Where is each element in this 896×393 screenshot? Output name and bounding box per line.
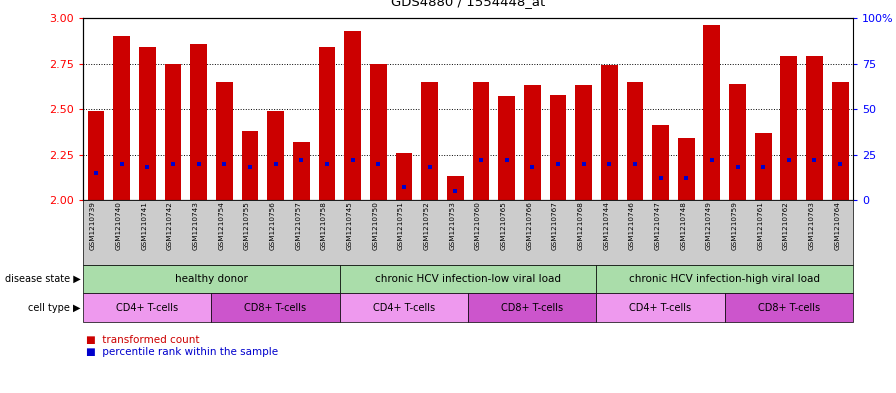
Text: GSM1210762: GSM1210762 — [783, 202, 788, 250]
Text: GSM1210744: GSM1210744 — [603, 202, 609, 250]
Text: GDS4880 / 1554448_at: GDS4880 / 1554448_at — [391, 0, 545, 8]
Text: GSM1210755: GSM1210755 — [244, 202, 250, 250]
Text: CD4+ T-cells: CD4+ T-cells — [630, 303, 692, 312]
Text: GSM1210752: GSM1210752 — [424, 202, 429, 250]
Bar — [729, 84, 745, 200]
Text: GSM1210767: GSM1210767 — [552, 202, 558, 250]
Text: GSM1210739: GSM1210739 — [90, 202, 96, 250]
Text: CD8+ T-cells: CD8+ T-cells — [501, 303, 564, 312]
Text: cell type ▶: cell type ▶ — [28, 303, 81, 312]
Text: CD8+ T-cells: CD8+ T-cells — [245, 303, 306, 312]
Text: chronic HCV infection-high viral load: chronic HCV infection-high viral load — [629, 274, 820, 284]
Bar — [703, 26, 720, 200]
Text: CD8+ T-cells: CD8+ T-cells — [758, 303, 820, 312]
Bar — [216, 82, 233, 200]
Text: GSM1210759: GSM1210759 — [731, 202, 737, 250]
Bar — [754, 133, 771, 200]
Text: GSM1210763: GSM1210763 — [808, 202, 814, 250]
Bar — [319, 47, 335, 200]
Bar — [190, 44, 207, 200]
Text: GSM1210768: GSM1210768 — [578, 202, 583, 250]
Text: GSM1210765: GSM1210765 — [501, 202, 506, 250]
Text: CD4+ T-cells: CD4+ T-cells — [373, 303, 435, 312]
Text: GSM1210756: GSM1210756 — [270, 202, 276, 250]
Text: chronic HCV infection-low viral load: chronic HCV infection-low viral load — [375, 274, 561, 284]
Text: GSM1210748: GSM1210748 — [680, 202, 686, 250]
Bar — [601, 65, 617, 200]
Text: GSM1210758: GSM1210758 — [321, 202, 327, 250]
Text: GSM1210751: GSM1210751 — [398, 202, 404, 250]
Bar — [472, 82, 489, 200]
Bar — [831, 82, 849, 200]
Text: GSM1210742: GSM1210742 — [167, 202, 173, 250]
Text: GSM1210740: GSM1210740 — [116, 202, 122, 250]
Bar — [242, 131, 258, 200]
Text: GSM1210764: GSM1210764 — [834, 202, 840, 250]
Text: GSM1210746: GSM1210746 — [629, 202, 635, 250]
Bar — [370, 64, 386, 200]
Text: GSM1210749: GSM1210749 — [706, 202, 711, 250]
Text: GSM1210753: GSM1210753 — [449, 202, 455, 250]
Text: GSM1210754: GSM1210754 — [219, 202, 224, 250]
Bar — [678, 138, 694, 200]
Bar — [626, 82, 643, 200]
Bar — [549, 94, 566, 200]
Bar — [524, 85, 540, 200]
Text: GSM1210757: GSM1210757 — [295, 202, 301, 250]
Bar — [652, 125, 668, 200]
Text: GSM1210761: GSM1210761 — [757, 202, 763, 250]
Bar — [165, 64, 181, 200]
Text: GSM1210741: GSM1210741 — [142, 202, 147, 250]
Bar — [421, 82, 438, 200]
Text: ■  percentile rank within the sample: ■ percentile rank within the sample — [86, 347, 278, 357]
Bar — [113, 36, 130, 200]
Text: GSM1210750: GSM1210750 — [372, 202, 378, 250]
Text: GSM1210766: GSM1210766 — [526, 202, 532, 250]
Text: GSM1210760: GSM1210760 — [475, 202, 481, 250]
Bar — [395, 153, 412, 200]
Text: disease state ▶: disease state ▶ — [4, 274, 81, 284]
Bar — [447, 176, 463, 200]
Bar — [88, 111, 104, 200]
Bar — [806, 56, 823, 200]
Text: ■  transformed count: ■ transformed count — [86, 335, 199, 345]
Text: GSM1210747: GSM1210747 — [654, 202, 660, 250]
Text: GSM1210743: GSM1210743 — [193, 202, 199, 250]
Bar — [344, 31, 361, 200]
Bar — [575, 85, 592, 200]
Bar — [293, 142, 309, 200]
Text: healthy donor: healthy donor — [175, 274, 248, 284]
Bar — [498, 96, 515, 200]
Bar — [267, 111, 284, 200]
Text: CD4+ T-cells: CD4+ T-cells — [116, 303, 178, 312]
Bar — [780, 56, 797, 200]
Bar — [139, 47, 156, 200]
Text: GSM1210745: GSM1210745 — [347, 202, 352, 250]
